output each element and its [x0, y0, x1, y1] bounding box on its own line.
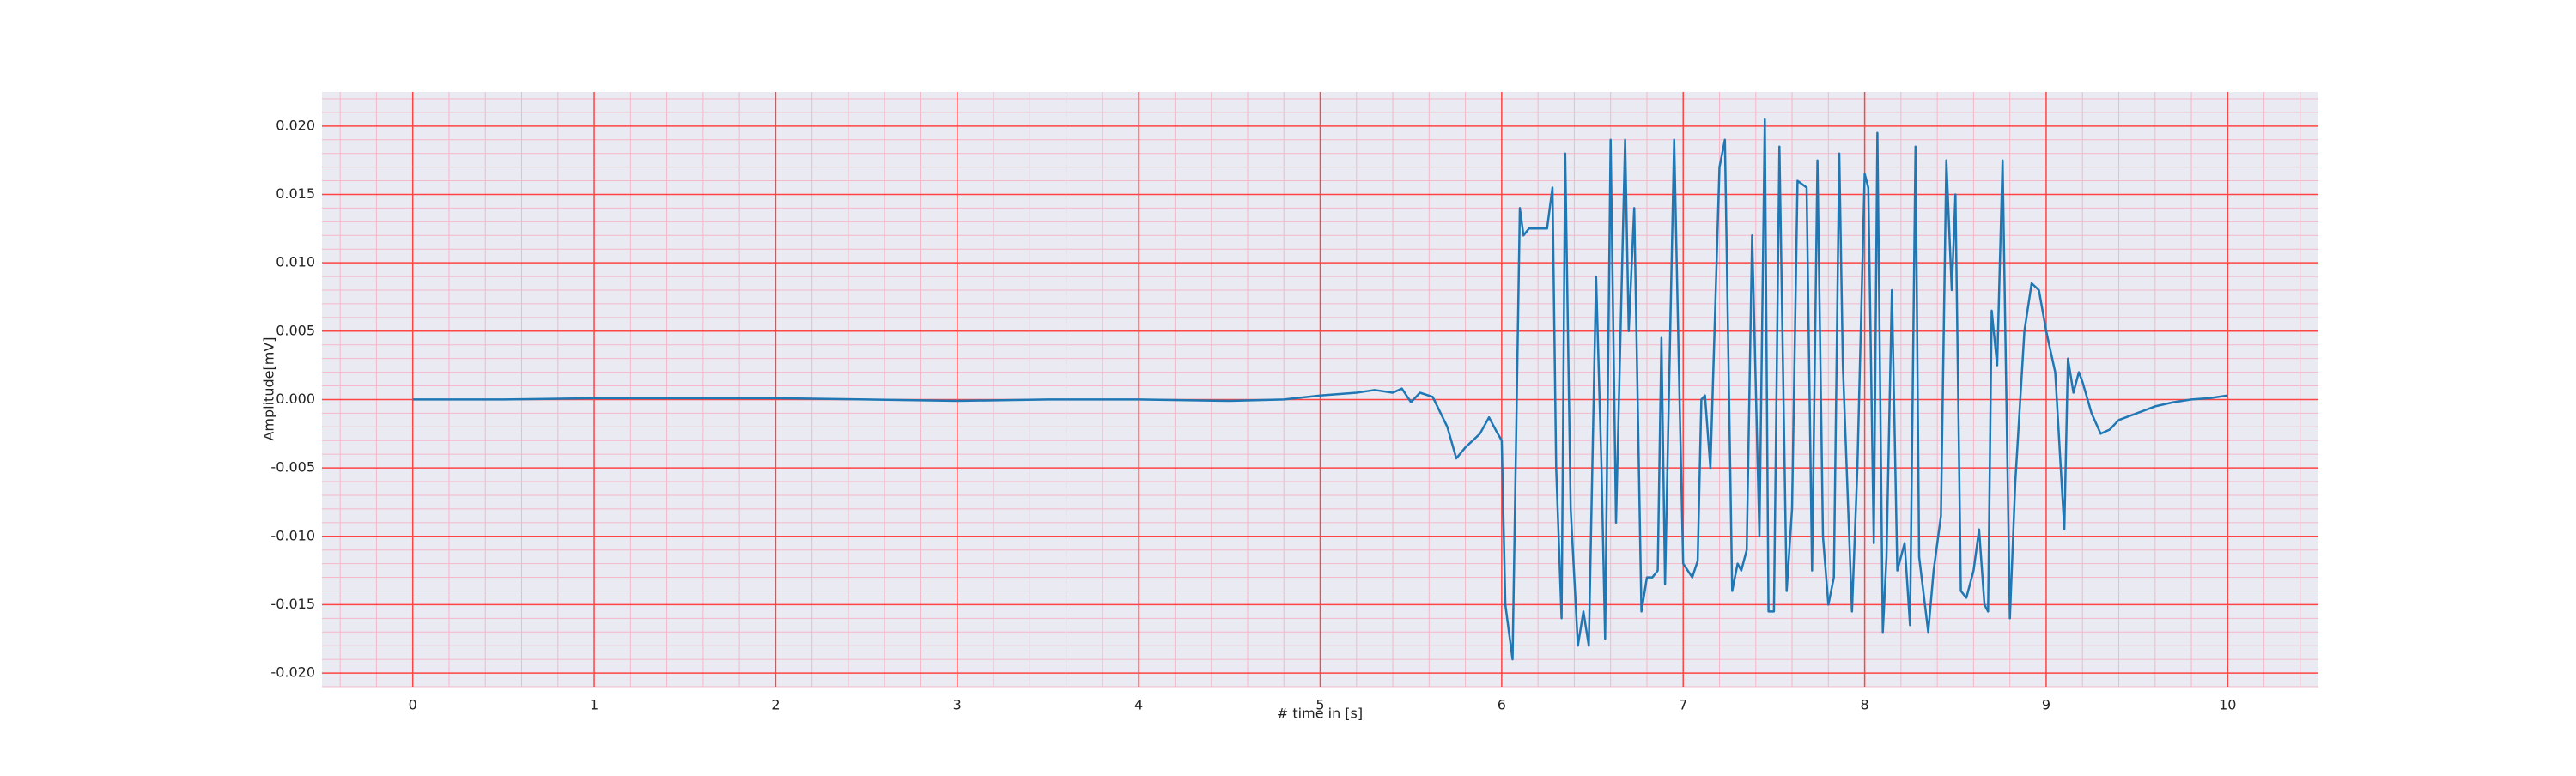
y-tick-label: 0.010: [276, 254, 315, 270]
x-tick-label: 5: [1315, 697, 1324, 713]
x-tick-label: 3: [953, 697, 962, 713]
y-tick-label: -0.015: [270, 596, 315, 612]
x-tick-label: 1: [590, 697, 598, 713]
y-tick-label: 0.005: [276, 322, 315, 338]
x-tick-label: 4: [1134, 697, 1143, 713]
x-tick-label: 2: [771, 697, 780, 713]
signal-line: [412, 118, 2228, 661]
x-tick-label: 9: [2042, 697, 2050, 713]
y-tick-label: -0.020: [270, 664, 315, 681]
y-axis-label: Amplitude[mV]: [261, 336, 277, 440]
y-tick-label: -0.005: [270, 459, 315, 476]
x-tick-label: 6: [1498, 697, 1506, 713]
y-tick-label: -0.010: [270, 527, 315, 543]
y-tick-label: 0.020: [276, 117, 315, 133]
y-tick-label: 0.015: [276, 185, 315, 202]
x-tick-label: 10: [2219, 697, 2236, 713]
x-axis-label: # time in [s]: [1277, 706, 1363, 722]
x-tick-label: 7: [1679, 697, 1687, 713]
x-tick-label: 0: [409, 697, 417, 713]
x-tick-label: 8: [1860, 697, 1868, 713]
y-tick-label: 0.000: [276, 391, 315, 407]
